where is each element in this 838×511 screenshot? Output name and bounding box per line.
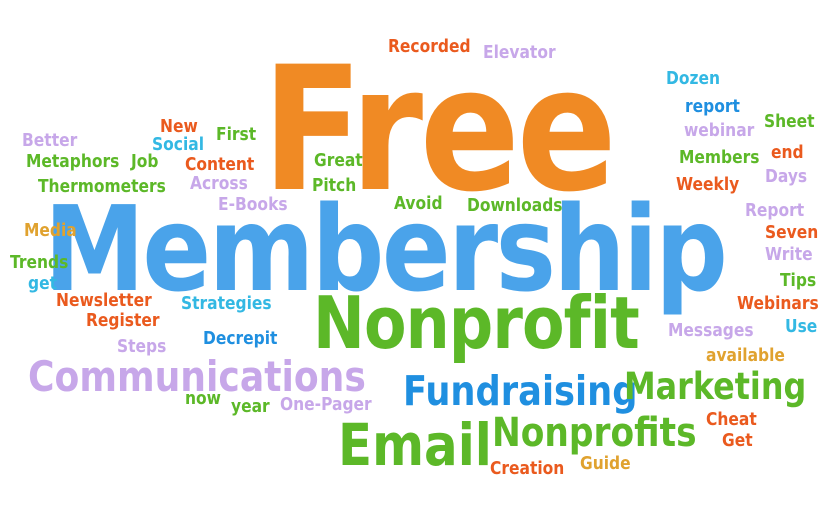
word-thermometers: Thermometers (38, 176, 166, 197)
word-onepager: One-Pager (280, 394, 372, 415)
word-sheet: Sheet (764, 111, 815, 132)
word-membership: Membership (43, 180, 728, 318)
word-webinars: Webinars (737, 293, 819, 314)
word-year: year (231, 396, 270, 417)
word-free: Free (262, 29, 617, 230)
word-downloads: Downloads (467, 195, 563, 216)
word-register: Register (86, 310, 160, 331)
word-trends: Trends (10, 252, 69, 273)
word-dozen: Dozen (666, 68, 721, 89)
word-report-lower: report (685, 96, 740, 117)
word-strategies: Strategies (181, 293, 272, 314)
word-elevator: Elevator (483, 42, 556, 63)
word-job: Job (131, 151, 159, 172)
word-creation: Creation (490, 458, 565, 479)
word-media: Media (24, 220, 77, 241)
word-across: Across (190, 173, 248, 194)
word-better: Better (22, 130, 78, 151)
word-nonprofit: Nonprofit (313, 281, 640, 365)
word-get-right: Get (722, 430, 753, 451)
word-newsletter: Newsletter (56, 290, 152, 311)
word-social: Social (152, 134, 205, 155)
word-use: Use (785, 316, 818, 337)
word-weekly: Weekly (676, 174, 740, 195)
word-now: now (185, 388, 221, 409)
word-great: Great (314, 150, 363, 171)
word-content: Content (185, 154, 255, 175)
word-cheat: Cheat (706, 409, 757, 430)
word-fundraising: Fundraising (403, 367, 638, 415)
word-nonprofits: Nonprofits (492, 410, 697, 456)
word-marketing: Marketing (624, 365, 807, 408)
word-webinar: webinar (684, 120, 755, 141)
word-write: Write (765, 244, 813, 265)
word-communications: Communications (28, 352, 366, 401)
word-metaphors: Metaphors (26, 151, 120, 172)
word-available: available (706, 345, 785, 366)
word-report: Report (745, 200, 805, 221)
word-first: First (216, 124, 257, 145)
word-ebooks: E-Books (218, 194, 288, 215)
word-decrepit: Decrepit (203, 328, 278, 349)
word-days: Days (765, 166, 808, 187)
word-pitch: Pitch (312, 175, 357, 196)
word-tips: Tips (780, 270, 817, 291)
word-recorded: Recorded (388, 36, 471, 57)
word-members: Members (679, 147, 760, 168)
word-guide: Guide (580, 453, 631, 474)
word-avoid: Avoid (394, 193, 443, 214)
word-steps: Steps (117, 336, 167, 357)
word-email: Email (338, 411, 492, 479)
word-seven: Seven (765, 222, 819, 243)
word-messages: Messages (668, 320, 754, 341)
word-end: end (771, 142, 804, 163)
word-get-left: get (28, 273, 57, 294)
word-new: New (160, 116, 198, 137)
